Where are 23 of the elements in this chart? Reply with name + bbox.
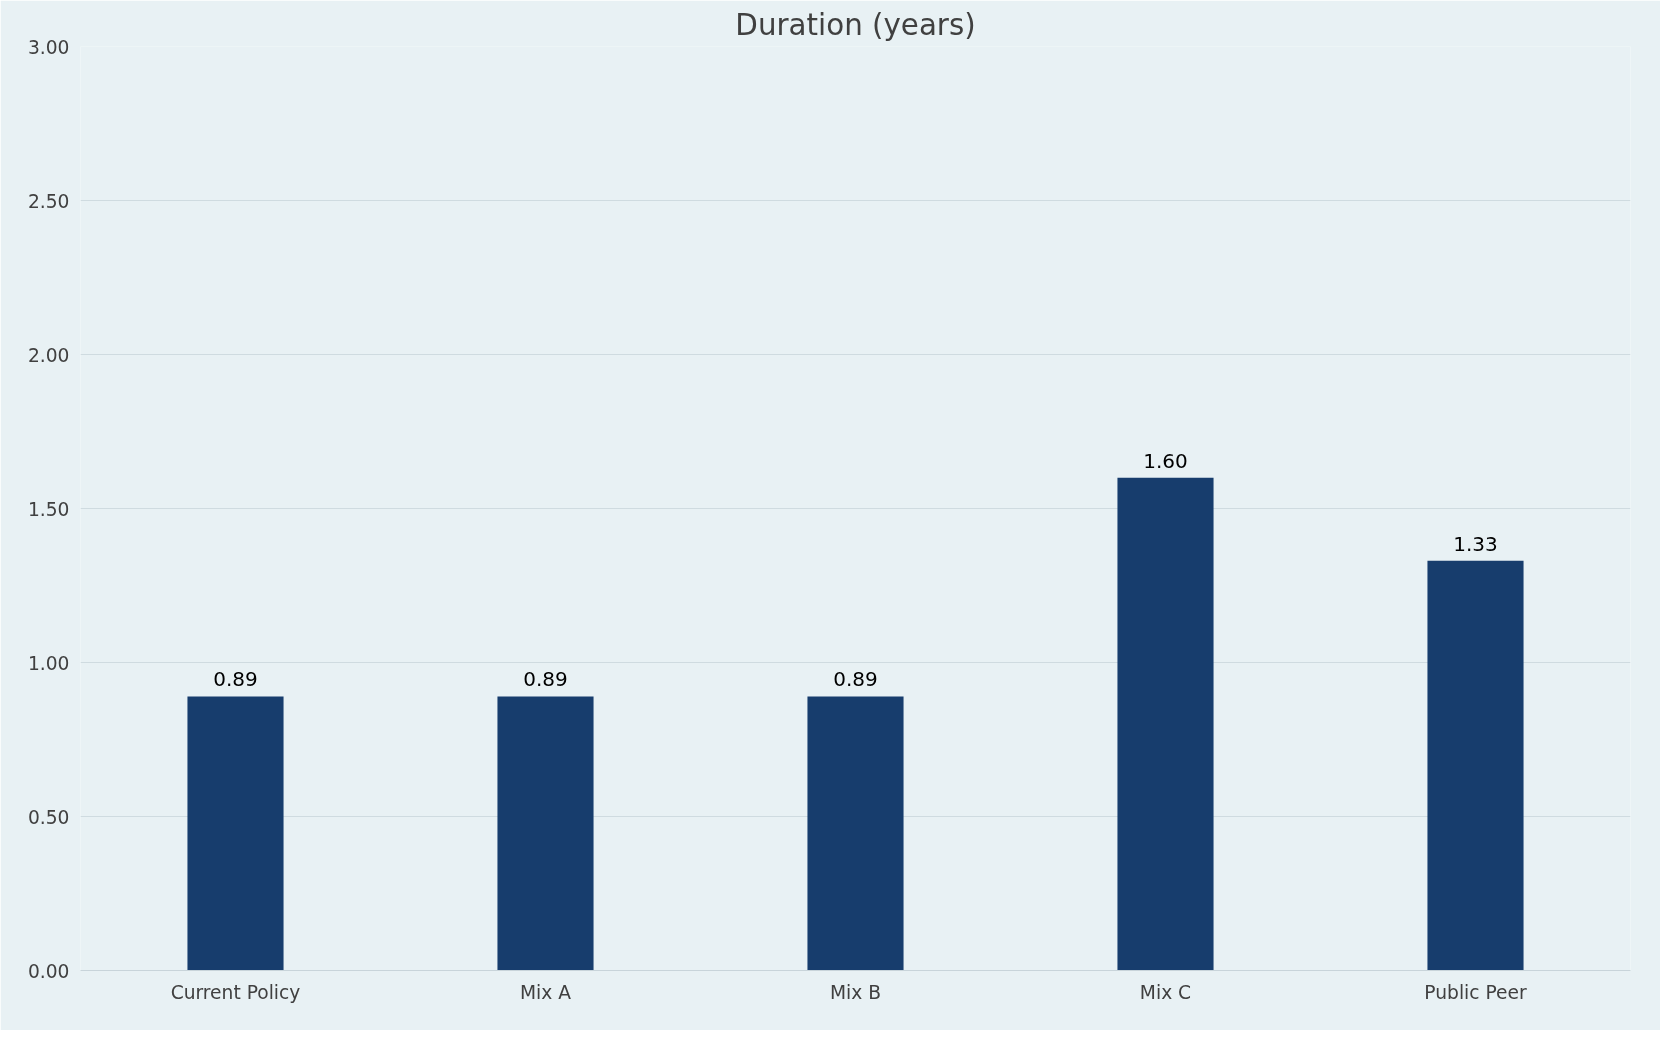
data-label: 0.89	[833, 667, 878, 692]
bar	[1117, 477, 1214, 971]
y-tick-label: 0.50	[27, 806, 70, 828]
data-label: 0.89	[213, 667, 258, 692]
bar	[187, 696, 284, 971]
x-tick-label: Current Policy	[170, 981, 301, 1003]
y-tick-label: 1.00	[27, 652, 70, 674]
bar	[807, 696, 904, 971]
x-tick-label: Mix C	[1139, 981, 1192, 1003]
x-tick-label: Mix B	[829, 981, 882, 1003]
data-label: 1.60	[1143, 448, 1188, 473]
y-tick-label: 0.00	[27, 960, 70, 982]
bar	[497, 696, 594, 971]
data-label: 1.33	[1453, 531, 1498, 556]
y-tick-label: 2.50	[27, 190, 70, 212]
x-tick-label: Public Peer	[1424, 981, 1528, 1003]
y-tick-label: 2.00	[27, 344, 70, 366]
data-label: 0.89	[523, 667, 568, 692]
chart-title: Duration (years)	[735, 7, 976, 42]
y-tick-label: 3.00	[27, 36, 70, 58]
x-tick-label: Mix A	[519, 981, 572, 1003]
y-tick-label: 1.50	[27, 498, 70, 520]
bar	[1427, 560, 1524, 971]
